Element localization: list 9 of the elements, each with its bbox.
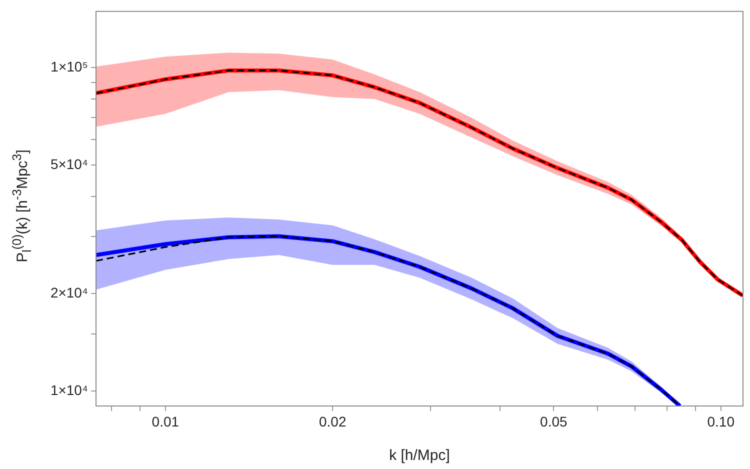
x-axis-title: k [h/Mpc]: [389, 447, 450, 464]
y-tick-label: 1×10⁵: [50, 58, 88, 74]
y-tick-label: 2×10⁴: [50, 284, 88, 301]
x-tick-label: 0.10: [707, 413, 735, 430]
x-tick-label: 0.05: [540, 413, 568, 430]
y-tick-label: 5×10⁴: [50, 156, 88, 172]
x-tick-label: 0.02: [318, 413, 346, 430]
y-tick-label: 1×10⁴: [50, 382, 88, 398]
x-tick-label: 0.01: [152, 413, 180, 430]
